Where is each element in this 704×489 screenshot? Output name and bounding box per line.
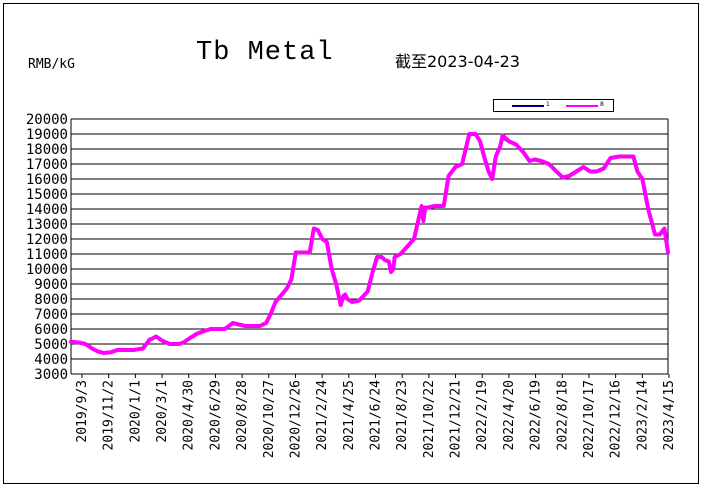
y-tick-label: 3000 [34, 367, 68, 383]
x-tick-label: 2022/12/16 [609, 380, 624, 458]
chart-subtitle: 截至2023-04-23 [395, 52, 520, 71]
chart-canvas: 3000400050006000700080009000100001100012… [26, 112, 677, 458]
x-tick-label: 2020/8/28 [235, 380, 250, 450]
x-tick-label: 2019/11/2 [102, 380, 117, 450]
y-tick-label: 9000 [34, 277, 68, 293]
y-tick-label: 18000 [26, 142, 68, 158]
x-tick-label: 2021/2/24 [315, 380, 330, 451]
x-tick-label: 2022/10/17 [582, 380, 597, 458]
x-tick-label: 2020/4/30 [182, 380, 197, 450]
x-tick-label: 2023/4/15 [662, 380, 677, 450]
legend-label-series-8: 8 [600, 101, 604, 108]
x-tick-label: 2020/10/27 [262, 380, 277, 458]
x-tick-label: 2021/10/22 [422, 380, 437, 458]
legend: 1 8 [493, 99, 614, 112]
y-tick-label: 14000 [26, 202, 68, 218]
y-tick-label: 17000 [26, 157, 68, 173]
x-tick-label: 2019/9/3 [75, 380, 90, 443]
x-tick-label: 2020/6/29 [208, 380, 223, 450]
y-tick-label: 13000 [26, 217, 68, 233]
chart-frame: 3000 4000 5000 6000 7000 8000 9000 10000 11000 12… [3, 3, 699, 484]
series-line-1 [69, 132, 670, 355]
x-tick-label: 2022/2/19 [475, 380, 490, 450]
x-tick-label: 2023/2/14 [635, 380, 650, 451]
y-tick-label: 10000 [26, 262, 68, 278]
y-tick-label: 7000 [34, 307, 68, 323]
x-tick-label: 2022/6/19 [529, 380, 544, 450]
x-tick-label: 2021/4/25 [342, 380, 357, 450]
y-tick-label: 4000 [34, 352, 68, 368]
y-tick-label: 11000 [26, 247, 68, 263]
x-tick-label: 2020/3/1 [155, 380, 170, 443]
x-tick-label: 2022/8/18 [555, 380, 570, 450]
y-tick-label: 15000 [26, 187, 68, 203]
x-tick-label: 2020/12/26 [288, 380, 303, 458]
legend-swatch-series-1 [512, 105, 544, 107]
y-tick-label: 12000 [26, 232, 68, 248]
y-tick-label: 5000 [34, 337, 68, 353]
y-tick-label: 8000 [34, 292, 68, 308]
legend-label-series-1: 1 [546, 101, 550, 108]
y-tick-label: 20000 [26, 112, 68, 128]
y-tick-label: 16000 [26, 172, 68, 188]
x-tick-label: 2020/1/1 [128, 380, 143, 443]
x-tick-label: 2021/12/21 [449, 380, 464, 458]
x-tick-label: 2021/6/24 [369, 380, 384, 451]
series-line-8 [69, 132, 670, 355]
x-tick-label: 2022/4/20 [502, 380, 517, 450]
legend-swatch-series-8 [566, 105, 598, 107]
y-tick-label: 19000 [26, 127, 68, 143]
chart-title: Tb Metal [196, 38, 334, 68]
y-tick-label: 6000 [34, 322, 68, 338]
y-unit-label: RMB/kG [28, 57, 75, 72]
x-tick-label: 2021/8/23 [395, 380, 410, 450]
